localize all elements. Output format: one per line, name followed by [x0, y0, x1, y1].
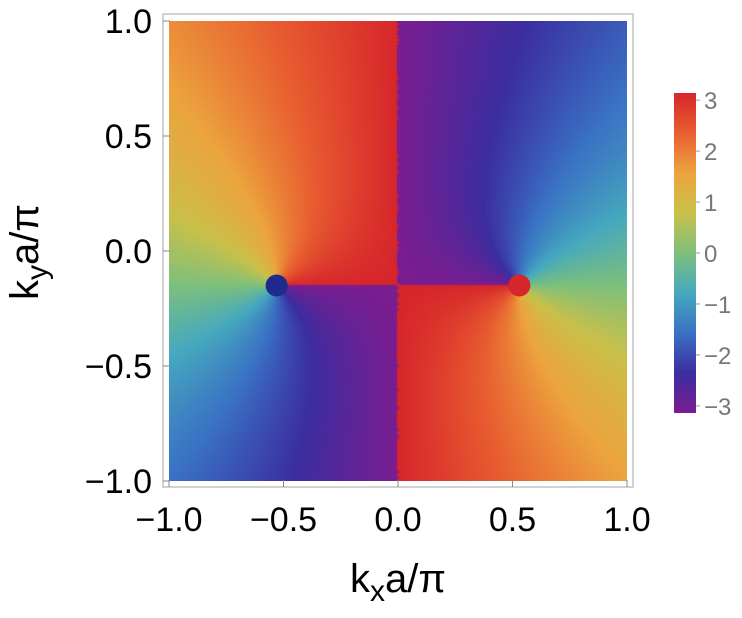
- x-tick-label: 0.5: [489, 501, 536, 539]
- plot-frame-group: [162, 13, 634, 488]
- y-ticks: −1.0 −0.5 0.0 0.5 1.0: [85, 3, 170, 501]
- phase-heatmap: [169, 21, 627, 481]
- colorbar-tick-label: 2: [704, 139, 717, 166]
- y-tick-label: −0.5: [85, 348, 152, 386]
- x-tick-label: 0.0: [374, 501, 421, 539]
- plot-frame: [162, 13, 634, 488]
- y-tick-label: −1.0: [85, 463, 152, 501]
- blue-point: [265, 274, 288, 297]
- colorbar: 3 2 1 0 −1 −2 −3: [674, 88, 731, 421]
- colorbar-tick-label: 1: [704, 190, 717, 217]
- y-tick-label: 0.5: [105, 118, 152, 156]
- red-point: [508, 274, 531, 297]
- x-tick-label: −1.0: [135, 501, 202, 539]
- y-tick-label: 1.0: [105, 3, 152, 41]
- x-tick-label: −0.5: [250, 501, 317, 539]
- colorbar-tick-label: 0: [704, 241, 717, 268]
- y-axis-title: kya/π: [3, 204, 54, 300]
- colorbar-tick-label: −2: [704, 343, 731, 370]
- colorbar-tick-label: 3: [704, 88, 717, 115]
- y-tick-label: 0.0: [105, 233, 152, 271]
- x-ticks: −1.0 −0.5 0.0 0.5 1.0: [135, 480, 651, 539]
- dirac-points: [265, 274, 531, 297]
- colorbar-gradient: [674, 93, 696, 413]
- x-tick-label: 1.0: [603, 501, 650, 539]
- colorbar-tick-label: −3: [704, 394, 731, 421]
- colorbar-tick-label: −1: [704, 292, 731, 319]
- x-axis-title: kxa/π: [350, 557, 446, 608]
